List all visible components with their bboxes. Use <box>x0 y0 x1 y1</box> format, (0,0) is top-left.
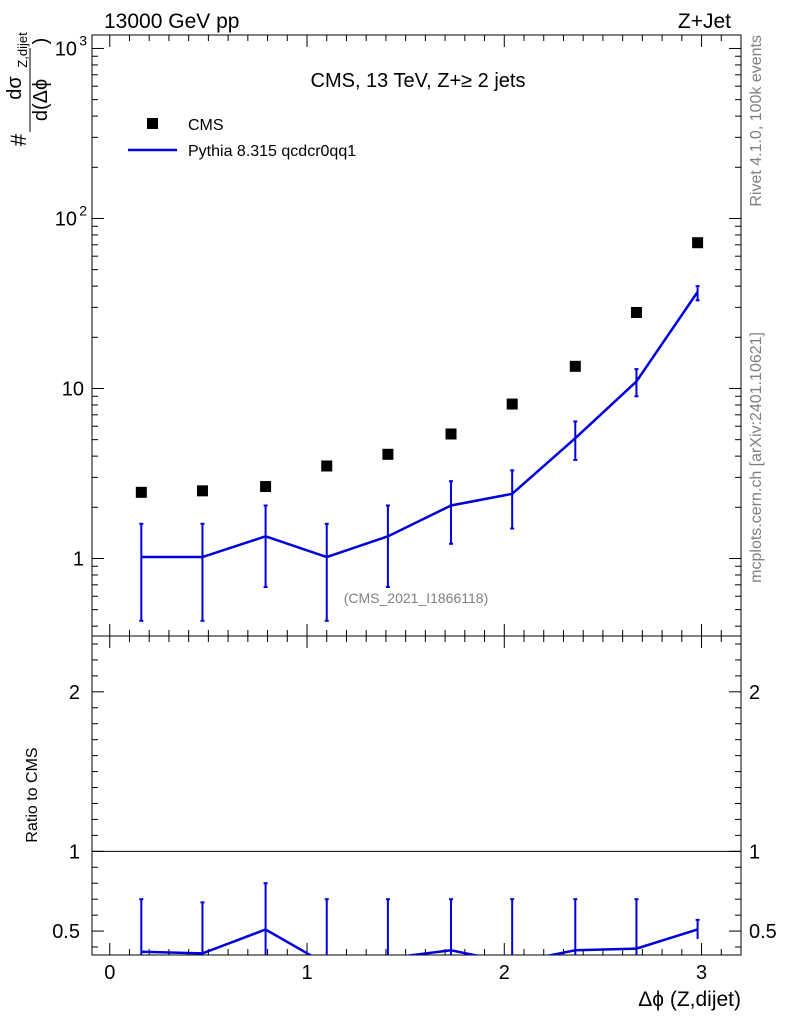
cms-data-point <box>569 360 581 372</box>
ratio-y-tick-label: 1 <box>69 841 80 863</box>
x-tick-label: 3 <box>696 962 707 984</box>
main-y-tick-exponent: 3 <box>79 32 87 48</box>
axis-ticks <box>92 35 742 955</box>
header-right-label: Z+Jet <box>678 10 731 33</box>
cms-data-point <box>196 485 208 497</box>
pythia-series-line <box>141 291 699 559</box>
cms-data-point <box>630 306 642 318</box>
main-y-tick-label: 1 <box>73 548 84 570</box>
x-axis-label: Δϕ (Z,dijet) <box>638 988 741 1011</box>
mcplots-source-label: mcplots.cern.ch [arXiv:2401.10621] <box>748 332 765 583</box>
ratio-panel-frame <box>91 635 742 956</box>
legend: CMS Pythia 8.315 qcdcr0qq1 <box>128 117 356 160</box>
legend-cms-marker <box>147 118 158 129</box>
cms-data-point <box>321 460 333 472</box>
y-label-numerator: dσ <box>4 76 26 100</box>
main-y-tick-label: 10 <box>62 378 84 400</box>
analysis-id-label: (CMS_2021_I1866118) <box>344 590 489 606</box>
ratio-y-tick-label-right: 0.5 <box>749 921 777 943</box>
ratio-y-tick-label-right: 1 <box>749 841 760 863</box>
ratio-plot-marks <box>139 882 700 955</box>
y-label-close-paren: ) <box>30 38 52 45</box>
cms-data-point <box>135 486 147 498</box>
cms-data-point <box>382 448 394 460</box>
main-plot-marks <box>135 237 704 622</box>
header-left-label: 13000 GeV pp <box>104 10 239 33</box>
chart-title: CMS, 13 TeV, Z+≥ 2 jets <box>311 70 526 92</box>
ratio-y-tick-label: 2 <box>69 682 80 704</box>
rivet-version-label: Rivet 4.1.0, 100k events <box>748 35 765 207</box>
x-tick-label: 2 <box>499 962 510 984</box>
cms-data-point <box>692 237 704 249</box>
ratio-y-axis-label: Ratio to CMS <box>24 747 41 842</box>
main-y-tick-label: 10 <box>55 208 77 230</box>
main-y-axis-label: # dσ d(Δϕ Z,dijet ) <box>4 32 52 146</box>
legend-cms-label: CMS <box>188 117 224 134</box>
x-tick-label: 1 <box>301 962 312 984</box>
ratio-y-tick-label: 0.5 <box>52 921 80 943</box>
main-y-tick-label: 10 <box>55 38 77 60</box>
y-label-prefix: # <box>6 133 31 146</box>
y-label-denominator: d(Δϕ <box>30 79 52 121</box>
cms-data-point <box>445 428 457 440</box>
cms-data-point <box>260 481 272 493</box>
x-tick-label: 0 <box>104 962 115 984</box>
ratio-series-line <box>141 928 698 955</box>
legend-pythia-label: Pythia 8.315 qcdcr0qq1 <box>188 143 356 160</box>
ratio-y-tick-label-right: 2 <box>749 682 760 704</box>
cms-data-point <box>506 398 518 410</box>
y-label-superscript: Z,dijet <box>15 32 30 68</box>
main-y-tick-exponent: 2 <box>79 202 87 218</box>
